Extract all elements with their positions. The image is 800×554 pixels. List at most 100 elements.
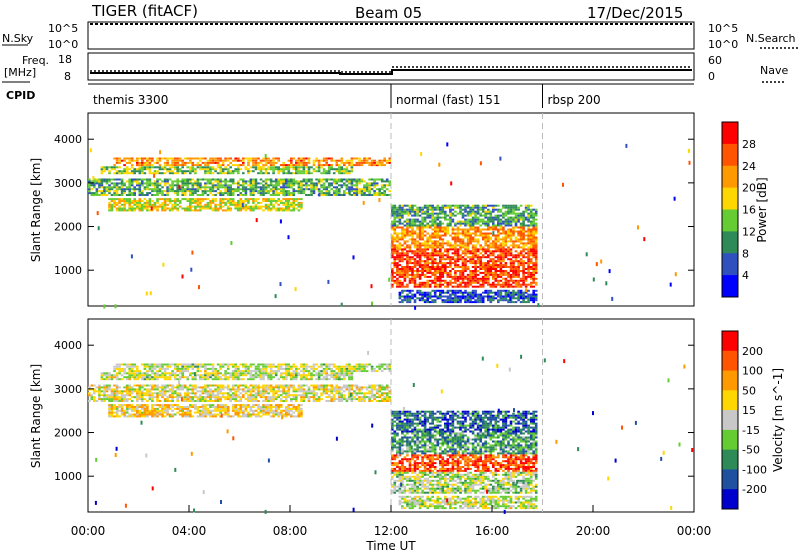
- heatmap-cell: [534, 283, 538, 286]
- heatmap-cell: [226, 378, 230, 381]
- heatmap-cell: [163, 172, 167, 175]
- heatmap-cell: [414, 305, 417, 310]
- heatmap-cell: [252, 164, 255, 167]
- heatmap-cell: [148, 390, 152, 393]
- heatmap-cell: [143, 164, 147, 167]
- heatmap-cell: [398, 297, 402, 300]
- heatmap-cell: [277, 172, 280, 175]
- heatmap-cell: [406, 208, 409, 211]
- heatmap-cell: [95, 188, 99, 191]
- heatmap-cell: [383, 164, 386, 167]
- heatmap-cell: [136, 164, 139, 167]
- heatmap-cell: [408, 281, 412, 284]
- heatmap-cell: [360, 180, 364, 183]
- heatmap-cell: [282, 194, 285, 196]
- heatmap-cell: [517, 266, 520, 268]
- heatmap-cell: [499, 270, 503, 272]
- heatmap-cell: [292, 205, 296, 208]
- heatmap-cell: [459, 254, 462, 257]
- heatmap-cell: [343, 170, 346, 173]
- heatmap-cell: [214, 200, 217, 202]
- heatmap-cell: [171, 166, 174, 169]
- heatmap-cell: [451, 226, 455, 229]
- heatmap-cell: [277, 159, 280, 162]
- heatmap-cell: [421, 234, 424, 237]
- heatmap-cell: [469, 228, 472, 231]
- heatmap-cell: [322, 363, 326, 366]
- heatmap-cell: [466, 260, 470, 263]
- heatmap-cell: [93, 182, 96, 185]
- heatmap-cell: [358, 192, 361, 195]
- heatmap-cell: [141, 398, 144, 401]
- heatmap-cell: [456, 232, 460, 235]
- heatmap-cell: [158, 198, 162, 201]
- heatmap-cell: [221, 363, 225, 366]
- heatmap-cell: [269, 164, 273, 167]
- heatmap-cell: [166, 188, 169, 191]
- heatmap-cell: [428, 204, 432, 207]
- heatmap-cell: [156, 365, 159, 368]
- heatmap-cell: [269, 372, 273, 375]
- heatmap-cell: [514, 293, 518, 296]
- heatmap-cell: [401, 212, 404, 215]
- heatmap-cell: [421, 252, 424, 255]
- heatmap-cell: [464, 270, 467, 272]
- heatmap-cell: [492, 299, 495, 302]
- heatmap-cell: [269, 209, 273, 212]
- heatmap-cell: [252, 198, 255, 201]
- heatmap-cell: [88, 386, 91, 389]
- heatmap-cell: [423, 210, 427, 213]
- heatmap-cell: [439, 252, 442, 255]
- heatmap-cell: [408, 291, 412, 294]
- heatmap-cell: [492, 264, 495, 267]
- heatmap-cell: [267, 200, 270, 202]
- heatmap-cell: [259, 186, 263, 189]
- heatmap-cell: [532, 238, 535, 241]
- heatmap-cell: [421, 212, 424, 215]
- heatmap-cell: [272, 203, 275, 206]
- heatmap-cell: [492, 260, 495, 263]
- heatmap-cell: [411, 242, 414, 245]
- heatmap-cell: [509, 230, 513, 233]
- heatmap-cell: [163, 392, 167, 395]
- heatmap-cell: [534, 242, 538, 245]
- heatmap-cell: [393, 206, 397, 209]
- heatmap-cell: [484, 279, 487, 282]
- heatmap-cell: [380, 164, 384, 167]
- heatmap-cell: [128, 194, 131, 196]
- heatmap-cell: [481, 206, 485, 209]
- heatmap-cell: [421, 220, 424, 223]
- heatmap-cell: [130, 201, 134, 204]
- heatmap-cell: [527, 214, 530, 217]
- heatmap-cell: [423, 295, 427, 298]
- heatmap-cell: [148, 398, 152, 401]
- heatmap-cell: [125, 180, 129, 183]
- heatmap-cell: [484, 270, 487, 272]
- heatmap-cell: [391, 248, 394, 251]
- heatmap-cell: [171, 188, 174, 191]
- heatmap-cell: [190, 267, 193, 272]
- heatmap-cell: [123, 205, 126, 208]
- heatmap-cell: [469, 270, 472, 272]
- heatmap-cell: [345, 363, 349, 366]
- heatmap-cell: [279, 365, 283, 368]
- heatmap-cell: [143, 392, 147, 395]
- heatmap-cell: [393, 226, 397, 229]
- heatmap-cell: [461, 260, 465, 263]
- heatmap-cell: [264, 200, 268, 202]
- heatmap-cell: [368, 192, 371, 195]
- heatmap-cell: [191, 161, 195, 164]
- heatmap-cell: [532, 291, 535, 294]
- heatmap-cell: [396, 220, 399, 223]
- heatmap-cell: [509, 218, 513, 221]
- heatmap-cell: [130, 392, 134, 395]
- heatmap-cell: [279, 182, 283, 185]
- heatmap-cell: [259, 190, 263, 193]
- heatmap-cell: [247, 198, 250, 201]
- heatmap-cell: [532, 273, 535, 276]
- heatmap-cell: [489, 268, 493, 270]
- heatmap-cell: [290, 201, 293, 204]
- heatmap-cell: [322, 157, 326, 160]
- heatmap-cell: [497, 254, 500, 257]
- heatmap-cell: [226, 168, 230, 171]
